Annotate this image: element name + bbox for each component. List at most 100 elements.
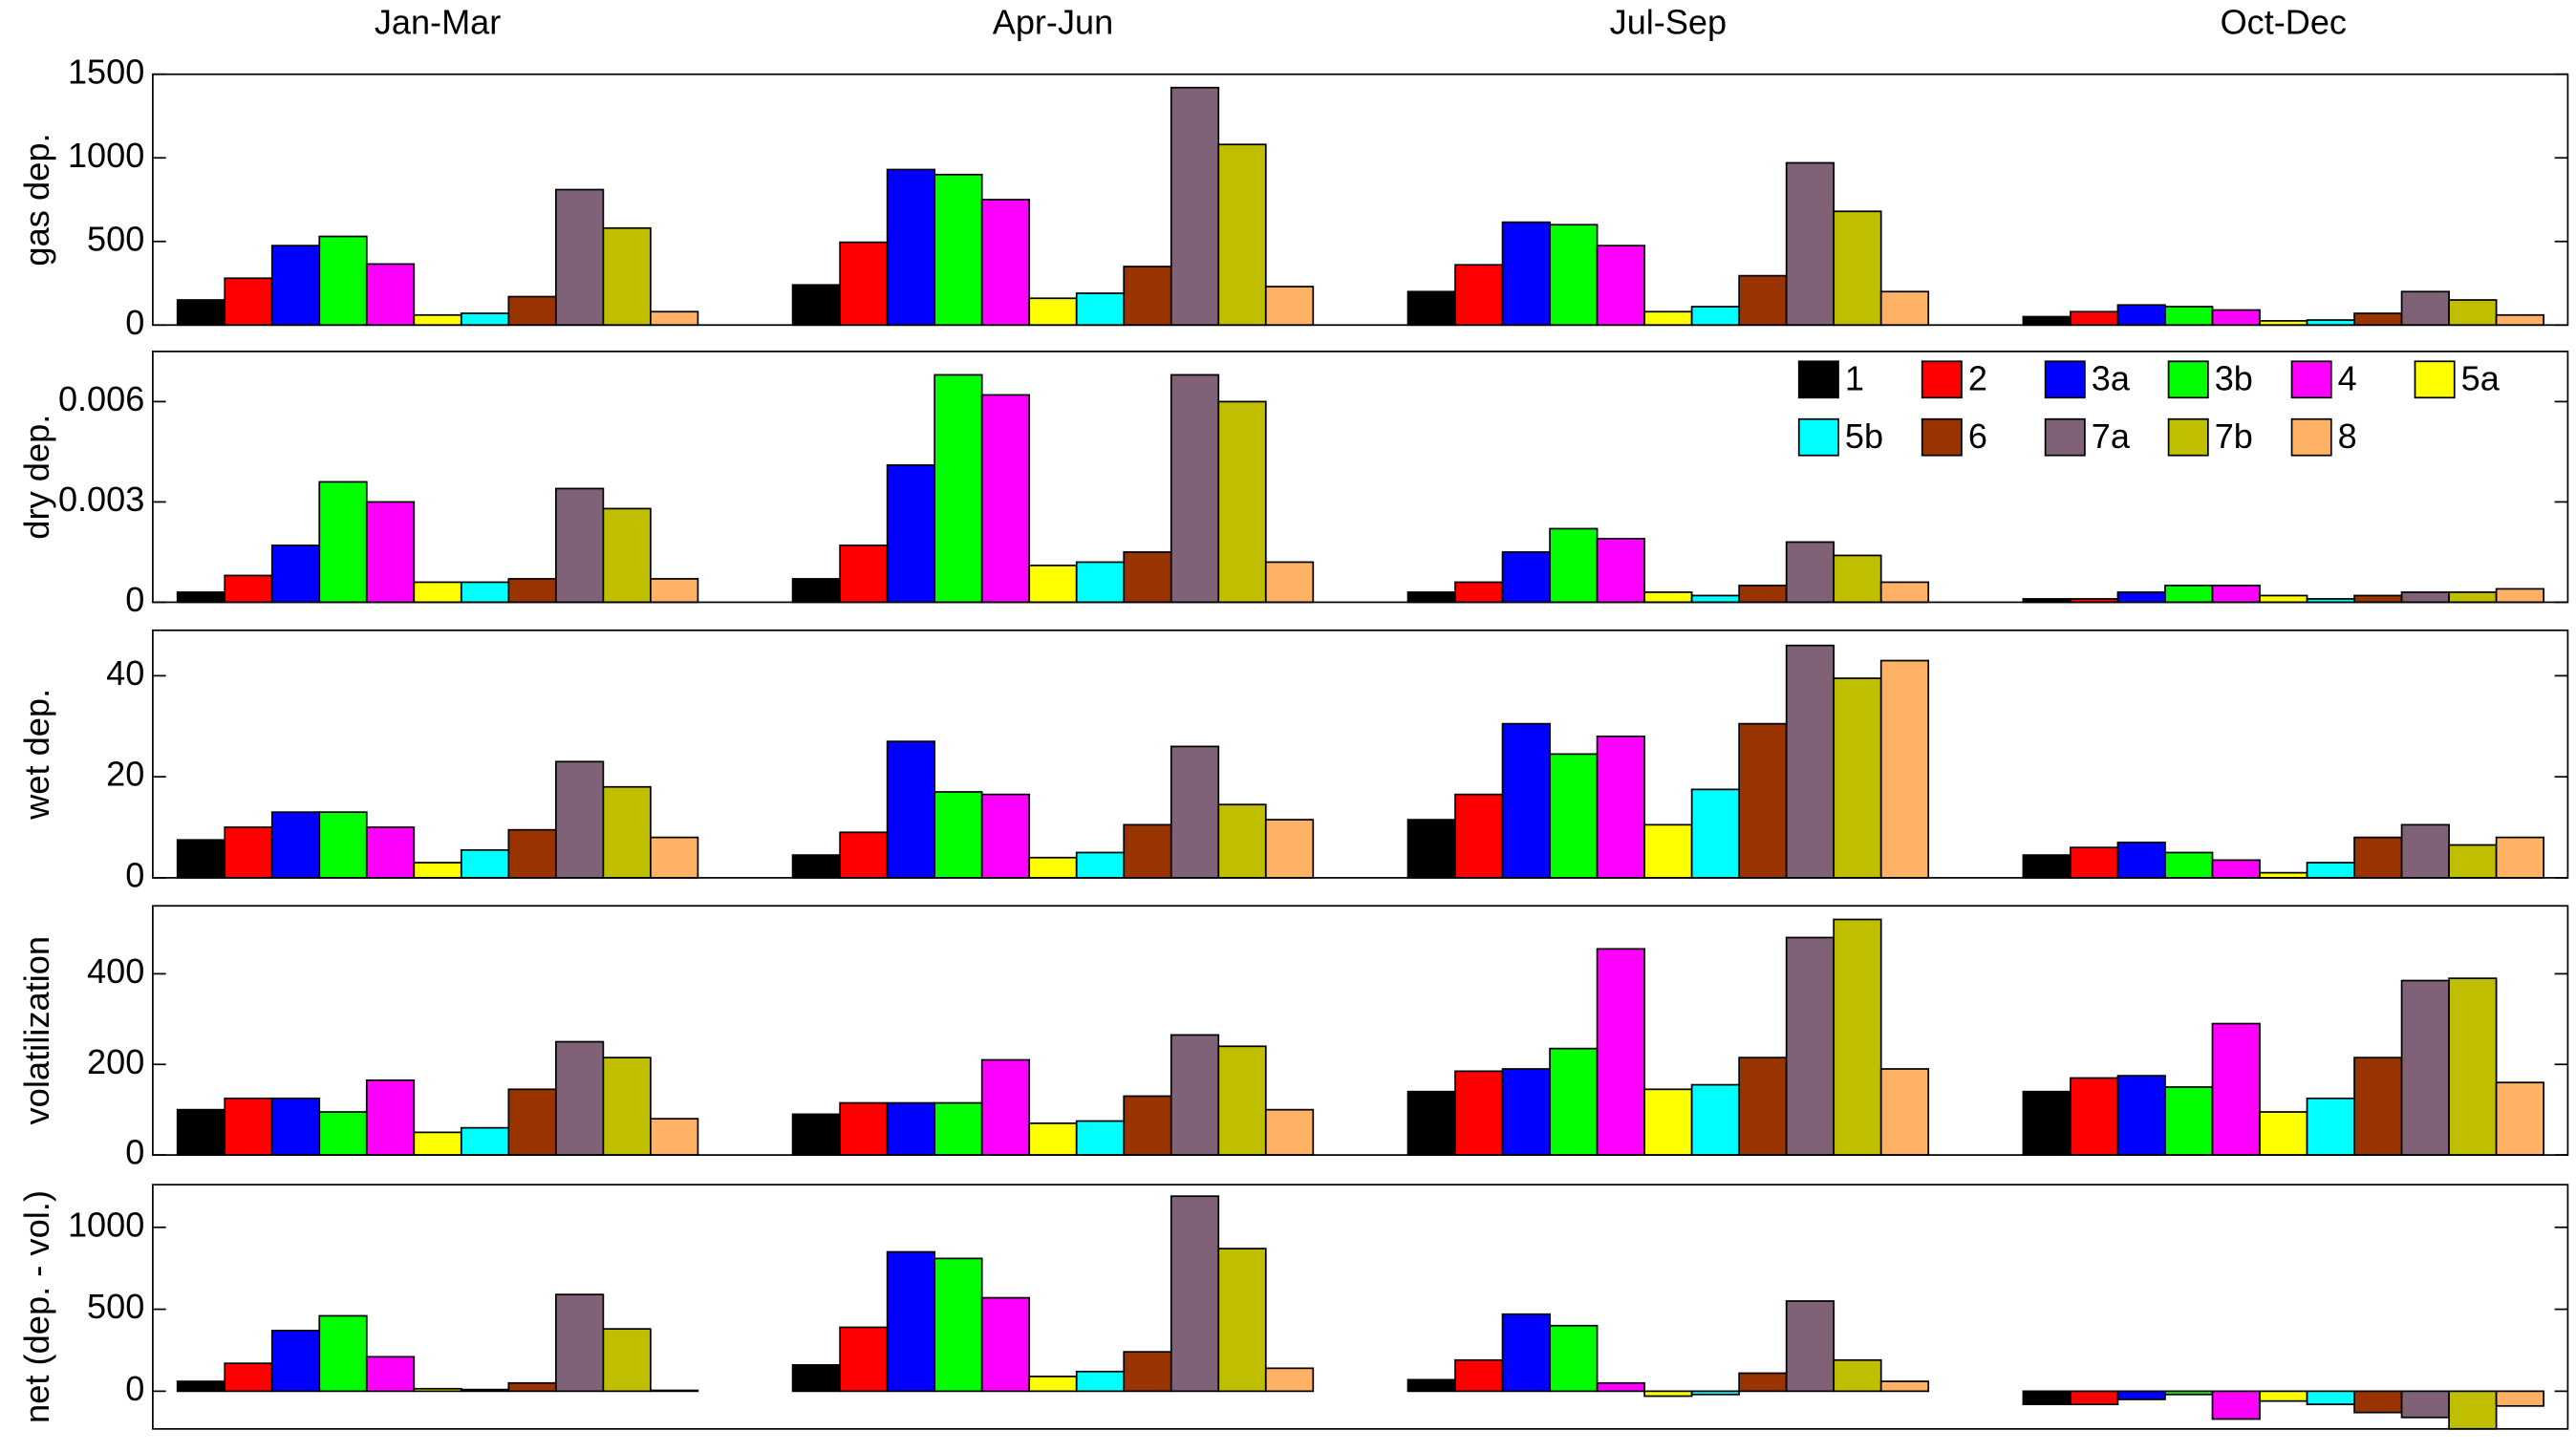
bar — [2400, 1390, 2450, 1419]
bar — [839, 1326, 889, 1393]
bar — [2400, 979, 2450, 1156]
bar — [1170, 1195, 1220, 1393]
bar — [650, 578, 699, 604]
legend-swatch — [1797, 417, 1839, 457]
bar — [413, 581, 462, 604]
axes-box — [152, 905, 2569, 1156]
bar — [2116, 1390, 2166, 1400]
bar — [980, 793, 1031, 879]
legend-label: 7a — [2092, 416, 2131, 456]
bar — [2164, 585, 2214, 604]
bar — [2353, 1057, 2403, 1156]
bar — [413, 1387, 462, 1393]
bar — [2211, 859, 2261, 879]
bar — [318, 1111, 368, 1156]
y-axis-label: volatilization — [17, 936, 56, 1125]
bar — [1549, 224, 1599, 327]
legend-swatch — [2290, 360, 2332, 399]
y-tick-label: 0 — [125, 1369, 144, 1408]
bar — [2022, 854, 2072, 879]
bar — [1454, 264, 1504, 327]
legend-swatch — [2044, 360, 2086, 399]
bar — [1643, 823, 1693, 879]
legend-swatch — [2290, 417, 2332, 457]
bar — [1123, 1351, 1172, 1393]
legend-swatch — [2044, 417, 2086, 457]
bar — [460, 1388, 510, 1393]
bar — [2116, 304, 2166, 327]
bar — [2495, 587, 2544, 604]
bar — [1454, 793, 1504, 879]
bar — [2495, 836, 2544, 879]
bar — [791, 1113, 841, 1156]
legend-swatch — [1921, 417, 1963, 457]
bar — [2448, 843, 2498, 879]
bar — [2022, 315, 2072, 327]
bar — [1406, 1378, 1456, 1393]
y-axis-label: dry dep. — [17, 415, 56, 540]
bar — [224, 1362, 273, 1393]
legend-label: 1 — [1845, 359, 1864, 398]
bar — [1879, 581, 1930, 604]
bar — [650, 1389, 699, 1393]
column-title: Apr-Jun — [993, 2, 1113, 41]
bar — [2448, 1390, 2498, 1430]
y-tick-label: 0 — [125, 580, 144, 619]
bar — [2022, 1390, 2072, 1405]
bar — [365, 826, 416, 879]
bar — [2211, 1022, 2261, 1156]
bar — [1738, 274, 1788, 327]
bar — [507, 578, 557, 604]
bar — [1690, 594, 1741, 604]
bar — [413, 313, 462, 327]
axes-box — [152, 629, 2569, 879]
bar — [980, 1058, 1031, 1156]
legend-label: 5a — [2461, 359, 2501, 398]
bar — [1596, 245, 1645, 327]
legend-label: 7b — [2215, 416, 2253, 456]
bar — [1690, 1390, 1741, 1396]
bar — [318, 480, 368, 604]
bar — [1833, 210, 1882, 327]
bar — [1501, 722, 1551, 879]
y-tick-label: 500 — [87, 1287, 144, 1326]
y-tick-label: 1500 — [68, 52, 144, 91]
bar — [934, 1257, 983, 1393]
bar — [2164, 1086, 2214, 1156]
bar — [270, 811, 321, 879]
bar — [1028, 297, 1078, 327]
y-tick-label: 0 — [125, 303, 144, 342]
bar — [1690, 306, 1741, 327]
bar — [1406, 591, 1456, 604]
bar — [1123, 266, 1172, 327]
bar — [2211, 309, 2261, 327]
bar — [1833, 677, 1882, 879]
bar — [1075, 561, 1126, 604]
y-tick-label: 0 — [125, 855, 144, 894]
bar — [2495, 313, 2544, 327]
bar — [1217, 803, 1267, 879]
bar — [1738, 1057, 1788, 1156]
bar — [934, 374, 983, 604]
bar — [1643, 1088, 1693, 1156]
bar — [1879, 1380, 1930, 1393]
bar — [1643, 591, 1693, 604]
bar — [1549, 753, 1599, 879]
bar — [1454, 1070, 1504, 1156]
bar — [602, 1328, 652, 1393]
bar — [650, 310, 699, 327]
bar — [176, 1380, 226, 1393]
bar — [1406, 290, 1456, 327]
y-axis-label: wet dep. — [17, 689, 56, 821]
bar — [886, 464, 936, 604]
bar — [1217, 1045, 1267, 1156]
column-title: Jul-Sep — [1610, 2, 1727, 41]
bar — [1596, 735, 1645, 879]
bar — [934, 1101, 983, 1156]
bar — [980, 1296, 1031, 1393]
bar — [460, 848, 510, 879]
bar — [1264, 561, 1315, 604]
bar — [2400, 823, 2450, 879]
legend-label: 4 — [2338, 359, 2357, 398]
bar — [507, 1088, 557, 1156]
